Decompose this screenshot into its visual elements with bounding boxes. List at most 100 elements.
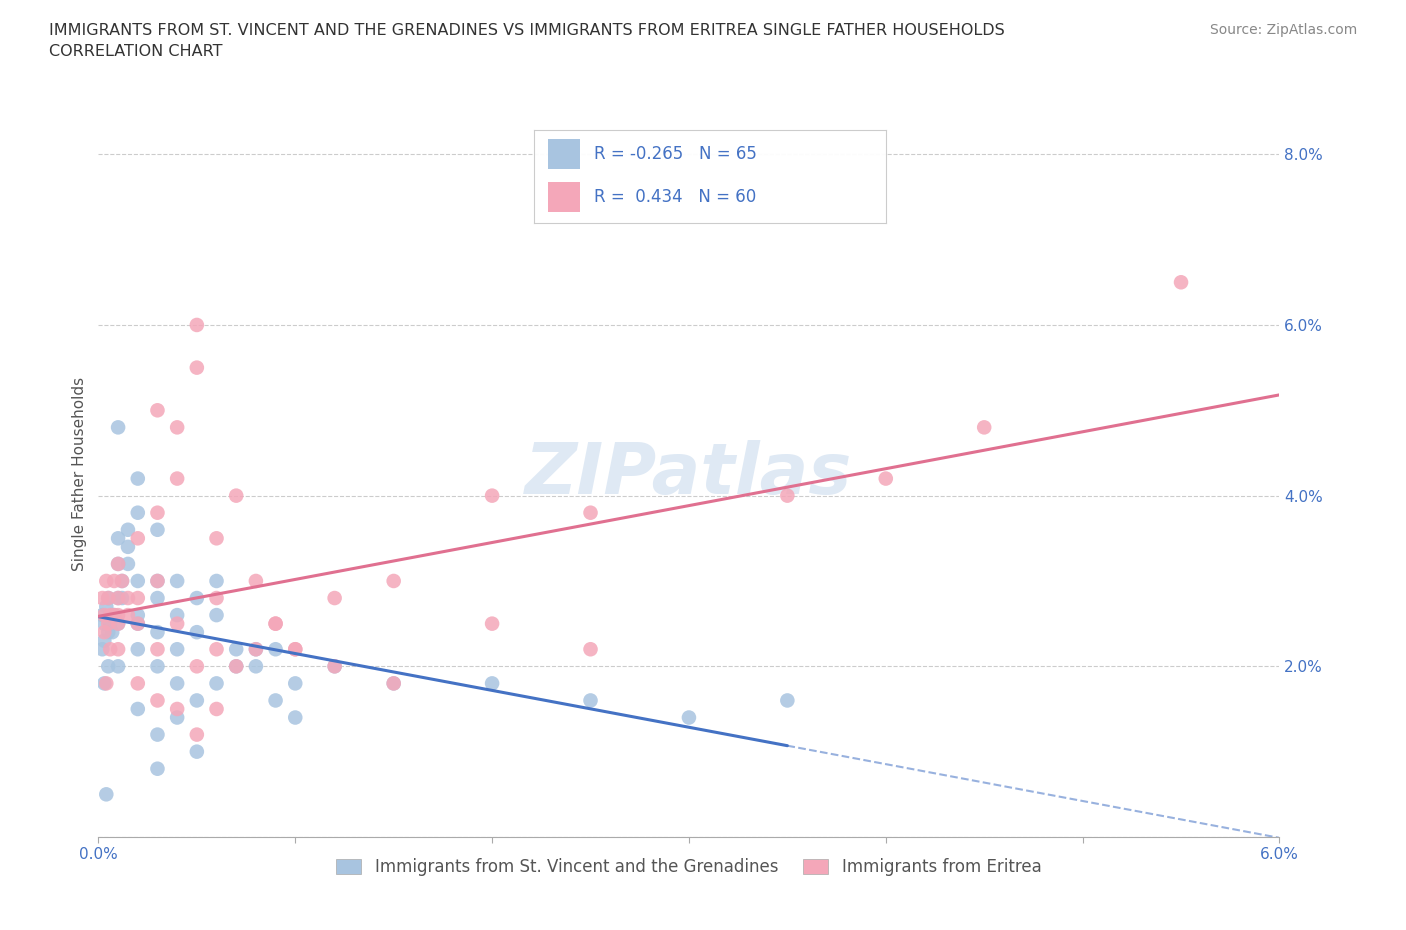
Point bbox=[127, 591, 149, 605]
Legend: Immigrants from St. Vincent and the Grenadines, Immigrants from Eritrea: Immigrants from St. Vincent and the Gren… bbox=[330, 852, 1047, 883]
Point bbox=[166, 676, 188, 691]
Point bbox=[166, 472, 188, 486]
Point bbox=[98, 617, 121, 631]
Point bbox=[225, 488, 247, 503]
Point bbox=[97, 617, 120, 631]
Point bbox=[323, 591, 346, 605]
Point bbox=[117, 591, 139, 605]
Point bbox=[107, 617, 129, 631]
Point bbox=[284, 642, 307, 657]
Point bbox=[205, 642, 228, 657]
FancyBboxPatch shape bbox=[548, 140, 581, 169]
Point bbox=[107, 617, 129, 631]
Point bbox=[111, 591, 134, 605]
Point bbox=[107, 531, 129, 546]
Point bbox=[205, 701, 228, 716]
Point bbox=[117, 523, 139, 538]
Point bbox=[166, 711, 188, 725]
Point bbox=[481, 488, 503, 503]
Point bbox=[97, 625, 120, 640]
Point bbox=[97, 658, 120, 673]
Point bbox=[146, 574, 169, 589]
Point bbox=[117, 556, 139, 571]
Point bbox=[579, 642, 602, 657]
Point bbox=[107, 420, 129, 435]
Point bbox=[323, 658, 346, 673]
Text: ZIPatlas: ZIPatlas bbox=[526, 440, 852, 509]
Point bbox=[97, 591, 120, 605]
Point bbox=[166, 642, 188, 657]
FancyBboxPatch shape bbox=[548, 182, 581, 212]
Point bbox=[91, 642, 114, 657]
Point bbox=[107, 658, 129, 673]
Point bbox=[107, 591, 129, 605]
Point bbox=[127, 574, 149, 589]
Point bbox=[103, 607, 125, 622]
Point bbox=[93, 607, 115, 622]
Point bbox=[166, 617, 188, 631]
Point bbox=[127, 531, 149, 546]
Point bbox=[146, 591, 169, 605]
Point bbox=[117, 607, 139, 622]
Point bbox=[186, 658, 208, 673]
Point bbox=[264, 693, 287, 708]
Point bbox=[96, 676, 118, 691]
Point bbox=[98, 642, 121, 657]
Text: R =  0.434   N = 60: R = 0.434 N = 60 bbox=[593, 188, 756, 206]
Point bbox=[127, 607, 149, 622]
Point bbox=[579, 505, 602, 520]
Point bbox=[1170, 275, 1192, 290]
Point bbox=[107, 556, 129, 571]
Point bbox=[284, 642, 307, 657]
Point bbox=[127, 676, 149, 691]
Point bbox=[245, 658, 267, 673]
Point bbox=[97, 591, 120, 605]
Point bbox=[96, 599, 118, 614]
Point bbox=[117, 539, 139, 554]
Point bbox=[264, 642, 287, 657]
Point bbox=[973, 420, 995, 435]
Point bbox=[146, 642, 169, 657]
Point bbox=[101, 625, 124, 640]
Point bbox=[481, 676, 503, 691]
Point bbox=[186, 693, 208, 708]
Point bbox=[186, 625, 208, 640]
Point bbox=[146, 505, 169, 520]
Point bbox=[146, 762, 169, 777]
Point bbox=[98, 607, 121, 622]
Point bbox=[245, 642, 267, 657]
Point bbox=[186, 744, 208, 759]
Point bbox=[205, 574, 228, 589]
Point bbox=[146, 625, 169, 640]
Point bbox=[103, 574, 125, 589]
Point bbox=[776, 488, 799, 503]
Point bbox=[284, 676, 307, 691]
Point bbox=[245, 642, 267, 657]
Point bbox=[166, 574, 188, 589]
Point bbox=[579, 693, 602, 708]
Point bbox=[111, 574, 134, 589]
Point bbox=[166, 420, 188, 435]
Point bbox=[776, 693, 799, 708]
Point bbox=[93, 676, 115, 691]
Point bbox=[107, 642, 129, 657]
Point bbox=[678, 711, 700, 725]
Point bbox=[96, 574, 118, 589]
Point bbox=[127, 472, 149, 486]
Point bbox=[481, 617, 503, 631]
Text: CORRELATION CHART: CORRELATION CHART bbox=[49, 44, 222, 59]
Point bbox=[146, 523, 169, 538]
Point bbox=[245, 574, 267, 589]
Point bbox=[186, 317, 208, 332]
Text: IMMIGRANTS FROM ST. VINCENT AND THE GRENADINES VS IMMIGRANTS FROM ERITREA SINGLE: IMMIGRANTS FROM ST. VINCENT AND THE GREN… bbox=[49, 23, 1005, 38]
Point bbox=[264, 617, 287, 631]
Point bbox=[205, 531, 228, 546]
Point bbox=[382, 676, 405, 691]
Point bbox=[225, 658, 247, 673]
Point bbox=[186, 360, 208, 375]
Point bbox=[93, 633, 115, 648]
Point bbox=[205, 607, 228, 622]
Point bbox=[101, 607, 124, 622]
Point bbox=[127, 617, 149, 631]
Point bbox=[103, 607, 125, 622]
